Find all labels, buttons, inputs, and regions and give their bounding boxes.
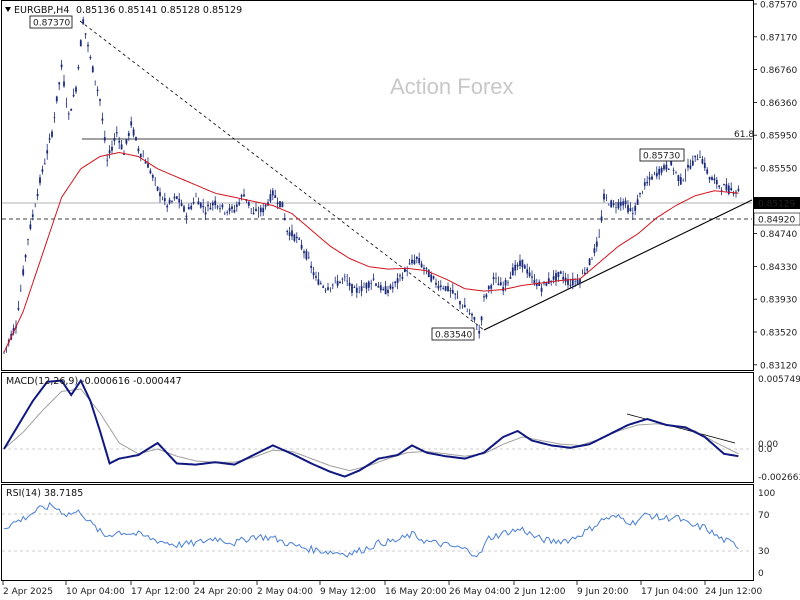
rsi-panel-frame: [1, 484, 754, 581]
swing-high-annotation-box: [639, 148, 685, 162]
fib-label: 61.8: [734, 130, 754, 140]
time-tick-label: 17 Apr 12:00: [131, 587, 190, 597]
symbol-label: EURGBP,H4: [14, 5, 69, 16]
price-tick-label: 0.87570: [760, 1, 797, 11]
price-tick-label: 0.85550: [760, 165, 797, 175]
price-tick-label: 0.83930: [760, 296, 797, 306]
time-tick-label: 2 Jun 12:00: [514, 587, 566, 597]
time-tick-label: 24 Jun 12:00: [705, 587, 762, 597]
watermark: Action Forex: [390, 74, 514, 99]
ohlc-label: 0.85136 0.85141 0.85128 0.85129: [76, 5, 242, 16]
level-price-tag: [753, 212, 800, 226]
price-tick-label: 0.86760: [760, 66, 797, 76]
downtrend-line: [79, 20, 485, 331]
time-tick-label: 17 Jun 04:00: [641, 587, 698, 597]
collapse-arrow-icon[interactable]: [5, 7, 11, 12]
macd-signal-line: [3, 388, 739, 472]
macd-tick-zero-a: 0.00: [758, 440, 778, 450]
time-tick-label: 2 May 04:00: [257, 587, 313, 597]
time-axis: 2 Apr 2025 10 Apr 04:00 17 Apr 12:00 24 Apr…: [2, 581, 762, 597]
time-tick-label: 26 May 04:00: [449, 587, 511, 597]
price-tick-label: 0.83120: [760, 361, 797, 371]
price-tick-label: 0.85950: [760, 132, 797, 142]
macd-tick-bottom: -0.002663: [758, 473, 800, 483]
time-tick-label: 9 May 12:00: [320, 587, 376, 597]
swing-high-annotation: 0.85730: [643, 152, 680, 162]
time-tick-label: 9 Jun 20:00: [577, 587, 629, 597]
macd-divergence-line: [626, 413, 736, 444]
current-price-tag: [754, 197, 800, 209]
rsi-tick-0: 0: [758, 569, 764, 579]
time-tick-label: 24 Apr 20:00: [194, 587, 253, 597]
high-annotation: 0.87370: [33, 19, 70, 29]
macd-tick-top: 0.005749: [758, 375, 800, 385]
main-panel-frame: [1, 0, 754, 371]
time-tick-label: 16 May 20:00: [385, 587, 447, 597]
uptrend-line: [483, 199, 753, 331]
macd-panel-frame: [1, 372, 754, 483]
high-annotation-box: [29, 15, 73, 29]
level-price-label: 0.84920: [758, 216, 795, 226]
candles-group: [3, 16, 740, 354]
rsi-label: RSI(14) 38.7185: [6, 488, 83, 499]
price-tick-label: 0.84330: [760, 263, 797, 273]
price-tick-label: 0.87170: [760, 33, 797, 43]
macd-tick-zero-b: 0.0: [758, 445, 773, 455]
moving-average-line: [3, 151, 739, 353]
macd-label: MACD(12,26,9) -0.000616 -0.000447: [6, 376, 182, 387]
price-axis: 0.87570 0.87170 0.86760 0.86360 0.85950 0.855…: [753, 1, 797, 371]
price-tick-label: 0.83520: [760, 329, 797, 339]
price-tick-label: 0.86360: [760, 99, 797, 109]
low-annotation-box: [431, 327, 475, 341]
low-annotation: 0.83540: [435, 331, 472, 341]
rsi-tick-70: 70: [758, 511, 770, 521]
price-tick-label: 0.84740: [760, 230, 797, 240]
time-tick-label: 10 Apr 04:00: [66, 587, 125, 597]
rsi-tick-100: 100: [758, 489, 775, 499]
time-tick-label: 2 Apr 2025: [3, 587, 53, 597]
rsi-line: [3, 501, 739, 558]
rsi-tick-30: 30: [758, 547, 770, 557]
macd-line: [3, 378, 739, 478]
current-price-label: 0.85129: [758, 200, 795, 210]
